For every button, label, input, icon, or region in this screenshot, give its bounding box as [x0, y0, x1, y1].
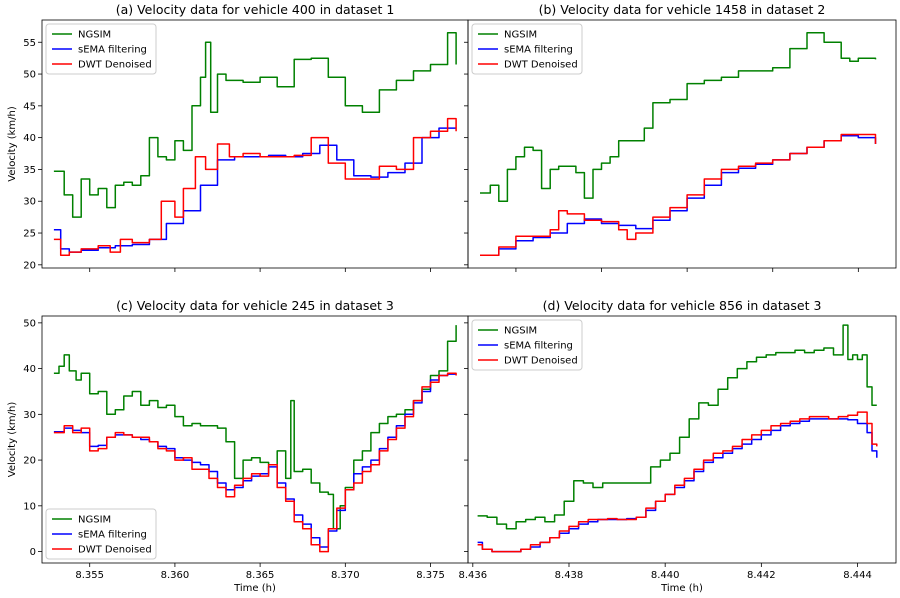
y-tick-label: 55	[23, 38, 36, 49]
x-tick-label: 8.442	[747, 570, 776, 581]
plot-frame	[467, 19, 897, 269]
y-tick-label: 50	[23, 318, 36, 329]
legend: NGSIM sEMA filtering DWT Denoised	[471, 319, 583, 371]
panel-b: (b) Velocity data for vehicle 1458 in da…	[464, 2, 897, 272]
legend-label: DWT Denoised	[504, 60, 578, 71]
series-line-ngsim	[53, 31, 457, 218]
series-line-dwt-denoised	[480, 133, 877, 257]
legend-box	[471, 319, 583, 371]
legend-box	[45, 23, 157, 75]
legend-label: NGSIM	[504, 326, 537, 337]
y-tick-label: 0	[30, 547, 36, 558]
legend-box	[471, 23, 583, 75]
legend-label: DWT Denoised	[78, 60, 152, 71]
panel-c: (c) Velocity data for vehicle 245 in dat…	[7, 298, 469, 594]
x-tick-label: 8.360	[161, 570, 190, 581]
x-tick-label: 8.365	[246, 570, 275, 581]
y-tick-label: 50	[23, 70, 36, 81]
legend-label: NGSIM	[504, 30, 537, 41]
legend-box	[45, 508, 157, 560]
x-tick-label: 8.370	[331, 570, 360, 581]
series-group	[477, 324, 878, 553]
y-axis-label: Velocity (km/h)	[7, 402, 18, 478]
x-tick-label: 8.444	[843, 570, 872, 581]
legend: NGSIM sEMA filtering DWT Denoised	[471, 23, 583, 75]
y-tick-label: 30	[23, 197, 36, 208]
panel-title: (c) Velocity data for vehicle 245 in dat…	[116, 298, 394, 313]
y-tick-label: 20	[23, 456, 36, 467]
panel-title: (a) Velocity data for vehicle 400 in dat…	[116, 2, 395, 17]
legend: NGSIM sEMA filtering DWT Denoised	[45, 508, 157, 560]
y-tick-label: 20	[23, 260, 36, 271]
series-line-sema-filtering	[53, 127, 457, 253]
y-tick-label: 40	[23, 133, 36, 144]
panel-title: (d) Velocity data for vehicle 856 in dat…	[543, 298, 822, 313]
panel-title: (b) Velocity data for vehicle 1458 in da…	[539, 2, 826, 17]
series-line-ngsim	[477, 324, 877, 530]
plot-frame	[467, 315, 897, 564]
x-tick-label: 8.375	[416, 570, 445, 581]
y-tick-label: 10	[23, 501, 36, 512]
x-axis-label: Time (h)	[233, 583, 276, 594]
legend-label: NGSIM	[78, 30, 111, 41]
series-group	[480, 31, 877, 257]
panel-d: (d) Velocity data for vehicle 856 in dat…	[458, 298, 897, 594]
x-tick-label: 8.355	[75, 570, 104, 581]
legend-label: sEMA filtering	[504, 341, 573, 352]
legend-label: DWT Denoised	[504, 356, 578, 367]
y-axis-label: Velocity (km/h)	[7, 106, 18, 182]
x-tick-label: 8.440	[651, 570, 680, 581]
x-tick-label: 8.438	[555, 570, 584, 581]
y-tick-label: 30	[23, 410, 36, 421]
panel-a: (a) Velocity data for vehicle 400 in dat…	[7, 2, 469, 272]
y-tick-label: 35	[23, 165, 36, 176]
y-tick-label: 40	[23, 364, 36, 375]
series-line-ngsim	[53, 325, 457, 530]
legend-label: DWT Denoised	[78, 545, 152, 556]
x-tick-label: 8.436	[458, 570, 487, 581]
legend: NGSIM sEMA filtering DWT Denoised	[45, 23, 157, 75]
series-line-dwt-denoised	[477, 411, 878, 553]
x-axis-label: Time (h)	[660, 583, 703, 594]
series-line-dwt-denoised	[53, 372, 457, 553]
y-tick-label: 45	[23, 101, 36, 112]
legend-label: NGSIM	[78, 515, 111, 526]
y-tick-label: 25	[23, 229, 36, 240]
series-line-sema-filtering	[480, 134, 877, 257]
legend-label: sEMA filtering	[504, 45, 573, 56]
series-group	[53, 31, 457, 257]
series-line-ngsim	[480, 31, 877, 202]
series-line-dwt-denoised	[53, 117, 457, 257]
legend-label: sEMA filtering	[78, 530, 147, 541]
legend-label: sEMA filtering	[78, 45, 147, 56]
series-group	[53, 325, 457, 553]
